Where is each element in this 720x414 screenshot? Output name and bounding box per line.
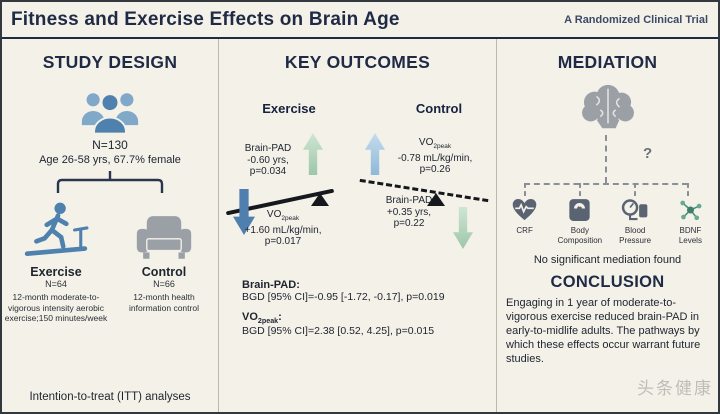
control-group-description: 12-month health information control: [129, 292, 199, 313]
exercise-brain-pad-stat: Brain-PAD -0.60 yrs, p=0.034: [244, 143, 292, 177]
molecule-icon: [680, 200, 702, 221]
armchair-icon: [136, 216, 192, 259]
exercise-vo2peak-stat: VO2peak +1.60 mL/kg/min, p=0.017: [243, 209, 323, 248]
vo2peak-label: VO2peak: [266, 209, 300, 222]
mediation-result-note: No significant mediation found: [533, 254, 682, 266]
control-vo2peak-stat: VO2peak -0.78 mL/kg/min, p=0.26: [387, 137, 483, 176]
control-arm-label: Control: [415, 101, 463, 116]
control-up-arrow-icon: [365, 133, 385, 175]
brain-pad-stat-label: Brain-PAD:: [242, 279, 300, 291]
vo2peak-stat-value: BGD [95% CI]=2.38 [0.52, 4.25], p=0.015: [242, 325, 435, 338]
header: Fitness and Exercise Effects on Brain Ag…: [2, 2, 718, 39]
connector-vertical-line: [605, 135, 607, 183]
exercise-arm-label: Exercise: [262, 101, 316, 116]
connector-stub: [634, 183, 636, 196]
key-outcomes-heading: KEY OUTCOMES: [284, 52, 431, 72]
connector-horizontal-line: [524, 183, 688, 185]
connector-stub: [524, 183, 526, 196]
brain-pad-stat-value: BGD [95% CI]=-0.95 [-1.72, -0.17], p=0.0…: [242, 291, 445, 303]
mediation-panel: MEDIATION ?: [497, 39, 718, 412]
control-group-n: N=66: [153, 279, 175, 289]
mediator-bdnf: BDNF Levels: [663, 197, 718, 245]
study-groups: Exercise N=64 12-month moderate-to- vigo…: [2, 195, 218, 324]
mediator-body-composition: Body Composition: [552, 197, 607, 245]
vo2peak-pvalue: p=0.26: [419, 164, 451, 175]
control-fulcrum-icon: [427, 193, 445, 206]
total-sample-size: N=130: [92, 138, 128, 152]
exercise-group-label: Exercise: [30, 265, 82, 279]
control-group-label: Control: [141, 265, 187, 279]
mediator-label: Blood Pressure: [619, 226, 652, 245]
mediator-label: CRF: [516, 226, 533, 235]
vo2peak-value: +1.60 mL/kg/min,: [244, 224, 322, 236]
study-design-heading: STUDY DESIGN: [42, 52, 178, 72]
conclusion-text: Engaging in 1 year of moderate-to-vigoro…: [506, 297, 701, 365]
randomization-bracket: [56, 171, 164, 193]
mediator-list: CRF Body Composition: [497, 197, 718, 245]
exercise-group-description: 12-month moderate-to- vigorous intensity…: [4, 292, 108, 323]
mediator-label: BDNF Levels: [678, 226, 702, 245]
connector-stub: [579, 183, 581, 196]
trial-subtitle: A Randomized Clinical Trial: [564, 13, 708, 26]
conclusion-heading: CONCLUSION: [550, 273, 665, 291]
control-down-arrow-icon: [453, 207, 473, 249]
control-group: Control N=66 12-month health information…: [110, 195, 218, 324]
heart-pulse-icon: [512, 199, 537, 221]
mediator-crf: CRF: [497, 197, 552, 245]
mediation-heading: MEDIATION: [557, 52, 658, 72]
outcomes-seesaw-diagram: Brain-PAD -0.60 yrs, p=0.034 VO2peak +1.…: [219, 117, 496, 259]
vo2peak-value: -0.78 mL/kg/min,: [397, 152, 473, 164]
vo2peak-stat-label: VO2peak:: [242, 311, 282, 326]
vo2peak-pvalue: p=0.017: [264, 236, 302, 247]
key-outcomes-panel: KEY OUTCOMES Exercise Control Brain-PAD …: [219, 39, 497, 412]
brain-icon: [581, 84, 634, 129]
mediator-blood-pressure: Blood Pressure: [608, 197, 663, 245]
scale-icon: [569, 199, 591, 221]
question-mark: ?: [643, 145, 653, 162]
mediation-connectors: ?: [497, 133, 718, 197]
arm-labels-row: Exercise Control: [219, 101, 496, 117]
participants-group-icon: [81, 93, 139, 135]
between-group-stats: Brain-PAD: BGD [95% CI]=-0.95 [-1.72, -0…: [219, 279, 496, 337]
treadmill-runner-icon: [24, 202, 89, 257]
page-title: Fitness and Exercise Effects on Brain Ag…: [11, 8, 400, 30]
itt-analysis-note: Intention-to-treat (ITT) analyses: [29, 391, 191, 403]
content-columns: STUDY DESIGN N=130 Age 26-58 yrs, 67.7% …: [2, 39, 718, 412]
vo2peak-label: VO2peak: [418, 137, 452, 150]
connector-stub: [687, 183, 689, 196]
control-brain-pad-stat: Brain-PAD +0.35 yrs, p=0.22: [385, 195, 433, 229]
demographics-text: Age 26-58 yrs, 67.7% female: [39, 154, 181, 166]
exercise-fulcrum-icon: [311, 193, 329, 206]
blood-pressure-monitor-icon: [621, 199, 648, 221]
exercise-group: Exercise N=64 12-month moderate-to- vigo…: [2, 195, 110, 324]
mediator-label: Body Composition: [557, 226, 603, 245]
study-design-panel: STUDY DESIGN N=130 Age 26-58 yrs, 67.7% …: [2, 39, 219, 412]
exercise-group-n: N=64: [45, 279, 67, 289]
